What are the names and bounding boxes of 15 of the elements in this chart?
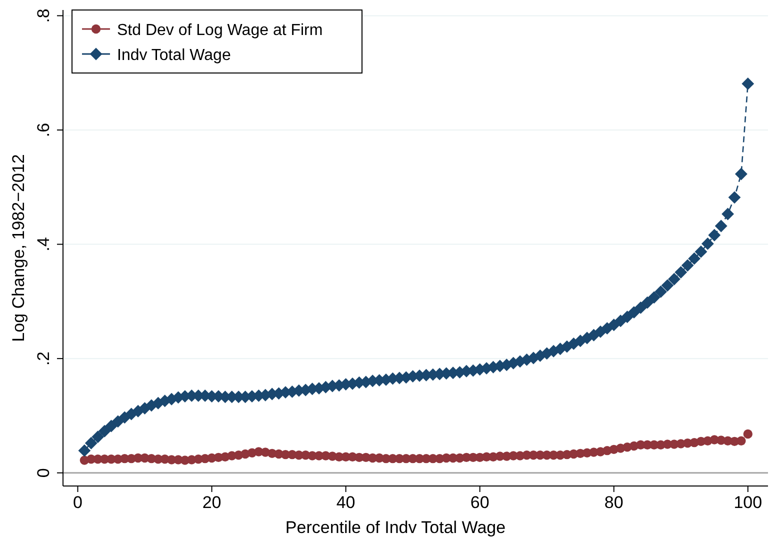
x-tick-label: 20 bbox=[202, 493, 222, 512]
x-tick-label: 100 bbox=[734, 493, 762, 512]
x-tick-label: 80 bbox=[604, 493, 624, 512]
x-tick-label: 0 bbox=[73, 493, 82, 512]
legend-label: Std Dev of Log Wage at Firm bbox=[117, 22, 323, 39]
x-axis-title: Percentile of Indv Total Wage bbox=[285, 518, 506, 537]
y-tick-label: 0 bbox=[34, 468, 53, 478]
y-tick-label: .2 bbox=[34, 351, 53, 366]
y-tick-label: .6 bbox=[34, 122, 53, 138]
x-tick-label: 40 bbox=[336, 493, 356, 512]
x-tick-label: 60 bbox=[470, 493, 490, 512]
legend-label: Indv Total Wage bbox=[117, 47, 231, 64]
y-axis-title: Log Change, 1982−2012 bbox=[9, 154, 28, 342]
y-tick-label: .8 bbox=[34, 8, 53, 23]
y-tick-label: .4 bbox=[34, 237, 53, 252]
